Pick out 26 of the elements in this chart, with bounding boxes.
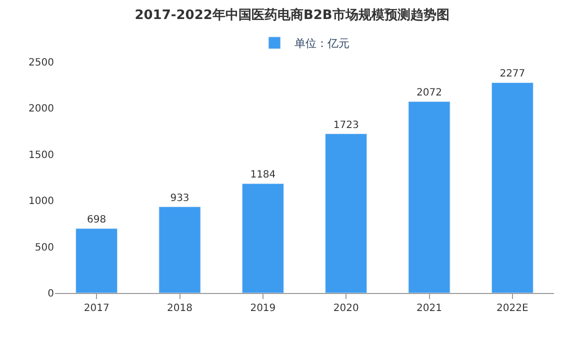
y-tick-label: 2500 [28,58,54,68]
data-label: 1184 [250,170,276,181]
chart-title: 2017-2022年中国医药电商B2B市场规模预测趋势图 [134,7,450,24]
x-tick-label: 2022E [496,303,528,314]
bar [158,206,201,293]
data-label: 698 [87,214,106,226]
bar [325,134,368,293]
y-tick-label: 1500 [28,150,54,161]
y-tick-label: 2000 [28,104,54,115]
y-tick-label: 1000 [28,196,54,208]
x-tick-label: 2017 [84,303,110,314]
bar [491,82,534,293]
y-tick-label: 500 [34,242,54,254]
data-label: 933 [170,192,190,204]
legend-label: 单位：亿元 [294,37,350,50]
x-tick-label: 2020 [333,303,359,314]
data-label: 2072 [416,88,442,99]
data-label: 1723 [333,120,359,131]
bar [408,101,450,293]
x-tick-label: 2018 [167,303,192,314]
x-tick-label: 2019 [250,303,276,314]
bar [76,228,118,293]
y-tick-label: 0 [48,288,54,300]
data-label: 2277 [500,68,526,80]
x-tick-label: 2021 [416,303,442,314]
bar [242,183,284,293]
